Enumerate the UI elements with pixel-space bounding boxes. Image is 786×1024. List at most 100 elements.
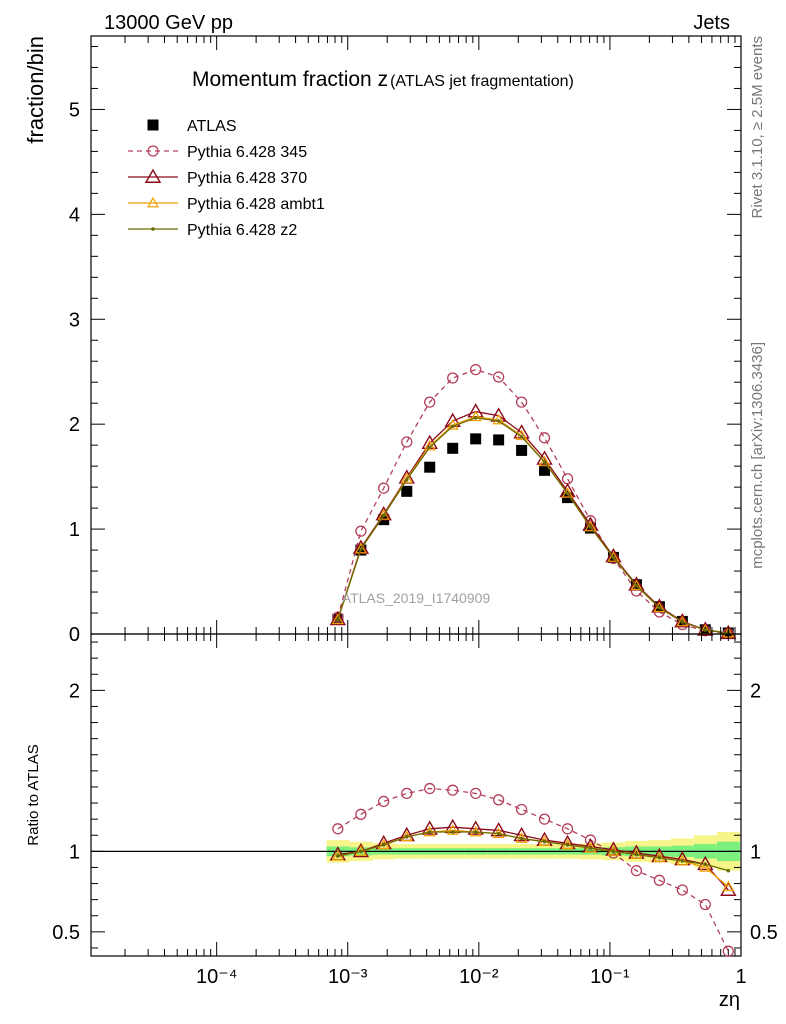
data-point xyxy=(703,628,708,632)
ratio-point xyxy=(653,874,666,886)
ratio-point xyxy=(473,830,478,834)
data-point xyxy=(331,613,344,625)
y-tick-label: 2 xyxy=(69,680,80,702)
data-point xyxy=(493,434,505,446)
data-point xyxy=(446,419,459,430)
ratio-point xyxy=(447,784,459,796)
data-point xyxy=(469,410,482,422)
data-point xyxy=(336,617,340,622)
y-tick-label: 1 xyxy=(69,841,80,863)
data-point xyxy=(607,551,620,562)
ratio-point xyxy=(446,824,459,835)
ratio-point xyxy=(630,865,643,877)
legend-label: ATLAS xyxy=(187,118,237,135)
ratio-point xyxy=(699,861,712,872)
data-point xyxy=(653,601,666,613)
x-tick-label: 10⁻⁴ xyxy=(196,966,237,988)
y-tick-label: 5 xyxy=(69,99,80,121)
ratio-point xyxy=(699,898,711,911)
ratio-series-line xyxy=(337,831,729,872)
ratio-frame xyxy=(90,633,742,957)
data-point xyxy=(424,396,436,408)
ratio-point xyxy=(467,820,484,835)
y-tick-label: 1 xyxy=(69,519,80,541)
data-point xyxy=(447,372,459,384)
data-point xyxy=(354,542,367,554)
data-point xyxy=(634,583,639,588)
data-point xyxy=(492,413,505,425)
ratio-point xyxy=(359,849,363,854)
data-point xyxy=(676,615,689,627)
data-point xyxy=(539,464,551,476)
y-axis-label: Ratio to ATLAS xyxy=(25,744,42,845)
data-point xyxy=(401,485,413,497)
ratio-point xyxy=(513,826,530,842)
legend-marker xyxy=(144,168,162,183)
data-point xyxy=(470,433,482,445)
x-tick-label: 10⁻² xyxy=(459,966,499,988)
ratio-series-line xyxy=(337,787,729,952)
header-left: 13000 GeV pp xyxy=(104,12,233,34)
data-point xyxy=(400,472,413,484)
ratio-point xyxy=(611,849,616,854)
data-point xyxy=(381,513,386,518)
data-point xyxy=(329,610,347,626)
ratio-point xyxy=(381,843,386,847)
x-tick-label: 10⁻³ xyxy=(328,966,368,988)
watermark: ATLAS_2019_I1740909 xyxy=(342,590,491,606)
legend-label: Pythia 6.428 z2 xyxy=(187,222,297,239)
legend-label: Pythia 6.428 ambt1 xyxy=(187,196,325,213)
ratio-point xyxy=(722,945,734,957)
y-tick-label: 0 xyxy=(69,624,80,646)
chart-title: Momentum fraction z (ATLAS jet fragmentat… xyxy=(192,68,574,91)
ratio-point xyxy=(634,852,639,857)
data-point xyxy=(450,424,455,429)
legend-label: Pythia 6.428 345 xyxy=(187,144,307,161)
data-point xyxy=(611,555,616,560)
data-point xyxy=(377,509,390,520)
ratio-point xyxy=(355,808,367,820)
ratio-point xyxy=(470,787,482,800)
data-point xyxy=(561,473,574,485)
legend-marker xyxy=(151,227,155,231)
data-point xyxy=(561,487,574,498)
data-point xyxy=(404,477,409,482)
ratio-point xyxy=(421,820,438,835)
ratio-point xyxy=(515,803,528,816)
header-right: Jets xyxy=(693,12,730,34)
ratio-point xyxy=(588,846,593,850)
ratio-point xyxy=(401,787,413,800)
ratio-point xyxy=(703,862,708,867)
data-point xyxy=(680,620,685,624)
y-tick-label-right: 0.5 xyxy=(750,922,778,944)
ratio-point xyxy=(542,839,547,844)
rivet-label: Rivet 3.1.10, ≥ 2.5M events xyxy=(749,36,766,219)
ratio-point xyxy=(404,835,409,839)
ratio-point xyxy=(657,855,662,860)
y-tick-label: 4 xyxy=(69,204,80,226)
data-point xyxy=(565,491,570,496)
y-tick-label: 2 xyxy=(69,414,80,436)
data-point xyxy=(584,520,597,532)
data-point xyxy=(473,416,478,420)
ratio-point xyxy=(720,881,737,896)
ratio-point xyxy=(538,813,551,825)
x-tick-label: 10⁻¹ xyxy=(590,966,630,988)
data-point xyxy=(427,445,432,450)
data-point xyxy=(492,371,505,383)
ratio-point xyxy=(424,782,436,795)
y-axis-label: fraction/bin xyxy=(23,36,48,144)
ratio-point xyxy=(490,822,507,837)
data-point xyxy=(515,396,528,408)
ratio-point xyxy=(676,884,689,896)
ratio-point xyxy=(726,868,731,873)
ratio-point xyxy=(565,843,570,847)
x-axis-label: zη xyxy=(719,989,740,1011)
mcplots-label: mcplots.cern.ch [arXiv:1306.3436] xyxy=(749,342,766,569)
chart-title-suffix: (ATLAS jet fragmentation) xyxy=(390,73,574,90)
data-point xyxy=(542,460,547,464)
ratio-point xyxy=(607,847,620,859)
data-point xyxy=(424,461,436,473)
